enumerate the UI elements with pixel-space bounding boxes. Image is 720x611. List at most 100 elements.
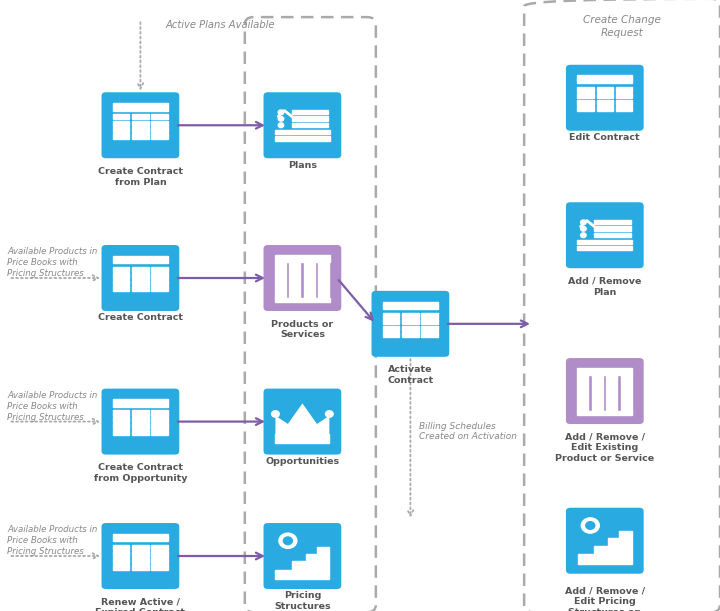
Bar	[276, 569, 329, 579]
Bar	[132, 411, 149, 415]
Bar	[151, 551, 168, 557]
Bar	[132, 430, 149, 435]
Bar	[132, 280, 149, 285]
Bar	[132, 120, 149, 126]
Bar	[151, 564, 168, 569]
Bar	[383, 302, 438, 309]
Bar	[113, 280, 130, 285]
Circle shape	[581, 518, 599, 533]
FancyBboxPatch shape	[264, 523, 341, 589]
Bar	[113, 417, 130, 422]
Circle shape	[299, 411, 306, 417]
Text: Available Products in
Price Books with
Pricing Structures: Available Products in Price Books with P…	[7, 247, 98, 278]
FancyBboxPatch shape	[264, 245, 341, 311]
Circle shape	[278, 117, 284, 121]
Bar	[113, 558, 130, 563]
Text: Add / Remove /
Edit Pricing
Structures on
Lines: Add / Remove / Edit Pricing Structures o…	[564, 587, 645, 611]
Bar	[113, 286, 130, 291]
Bar	[317, 547, 329, 554]
Bar	[577, 240, 632, 244]
Bar	[113, 423, 130, 429]
FancyBboxPatch shape	[102, 523, 179, 589]
Bar	[132, 423, 149, 429]
Circle shape	[279, 533, 297, 549]
Bar	[132, 267, 149, 272]
Bar	[113, 127, 130, 133]
Bar	[113, 551, 130, 557]
Bar	[383, 313, 400, 318]
Bar	[132, 551, 149, 557]
Bar	[289, 262, 300, 299]
Bar	[577, 87, 594, 92]
FancyBboxPatch shape	[264, 389, 341, 455]
Bar	[113, 133, 130, 139]
Bar	[318, 262, 329, 299]
Bar	[151, 127, 168, 133]
Bar	[304, 262, 315, 299]
Bar	[608, 538, 631, 546]
Bar	[292, 117, 328, 120]
Bar	[132, 545, 149, 550]
Bar	[383, 326, 400, 331]
Bar	[421, 313, 438, 318]
Bar	[306, 554, 329, 562]
Bar	[421, 326, 438, 331]
Text: Create Contract
from Opportunity: Create Contract from Opportunity	[94, 463, 187, 483]
Bar	[113, 400, 168, 407]
Bar	[113, 273, 130, 279]
Bar	[275, 255, 330, 262]
Bar	[113, 114, 130, 119]
Bar	[132, 564, 149, 569]
Bar	[595, 233, 631, 237]
Bar	[275, 130, 330, 134]
FancyBboxPatch shape	[102, 245, 179, 311]
Bar	[596, 100, 613, 105]
Bar	[596, 87, 613, 92]
Bar	[113, 267, 130, 272]
Text: Create Contract
from Plan: Create Contract from Plan	[98, 167, 183, 186]
Bar	[402, 332, 419, 337]
Bar	[132, 286, 149, 291]
Text: Renew Active /
Expired Contract: Renew Active / Expired Contract	[95, 598, 186, 611]
Bar	[596, 93, 613, 98]
Bar	[132, 417, 149, 422]
Bar	[616, 87, 632, 92]
Bar	[113, 120, 130, 126]
Bar	[577, 76, 632, 83]
Bar	[577, 368, 632, 375]
Bar	[113, 564, 130, 569]
Bar	[595, 546, 631, 554]
Bar	[383, 319, 400, 324]
Bar	[577, 246, 632, 251]
Bar	[275, 136, 330, 141]
Bar	[421, 332, 438, 337]
Text: Opportunities: Opportunities	[266, 457, 339, 466]
Bar	[621, 375, 631, 412]
FancyBboxPatch shape	[566, 65, 644, 131]
Bar	[151, 120, 168, 126]
Bar	[402, 326, 419, 331]
Bar	[151, 273, 168, 279]
Bar	[276, 434, 329, 443]
Bar	[292, 562, 329, 569]
Bar	[151, 558, 168, 563]
FancyBboxPatch shape	[264, 92, 341, 158]
Bar	[606, 375, 617, 412]
Text: Pricing
Structures: Pricing Structures	[274, 591, 330, 611]
Circle shape	[278, 123, 284, 128]
Bar	[113, 103, 168, 111]
Text: Create Change
Request: Create Change Request	[583, 15, 661, 38]
FancyBboxPatch shape	[566, 508, 644, 574]
Bar	[616, 100, 632, 105]
Bar	[113, 256, 168, 263]
Text: Edit Contract: Edit Contract	[570, 133, 640, 142]
Bar	[383, 332, 400, 337]
FancyBboxPatch shape	[372, 291, 449, 357]
Circle shape	[284, 537, 292, 544]
Bar	[151, 286, 168, 291]
Bar	[132, 114, 149, 119]
Text: Active Plans Available: Active Plans Available	[166, 20, 275, 29]
Bar	[151, 267, 168, 272]
Bar	[151, 133, 168, 139]
Bar	[619, 532, 631, 538]
